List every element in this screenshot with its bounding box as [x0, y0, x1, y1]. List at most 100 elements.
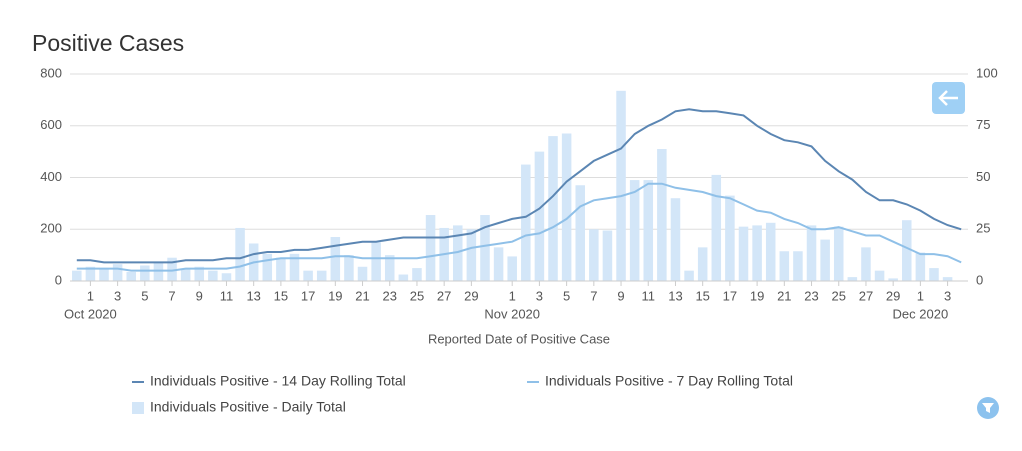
x-tick-label: 5	[141, 288, 148, 303]
x-tick-label: 21	[777, 288, 791, 303]
bar	[221, 273, 232, 281]
y-tick-label: 600	[40, 117, 62, 132]
bar	[820, 239, 830, 281]
x-tick-label: 5	[563, 288, 570, 303]
y-tick-label: 200	[40, 221, 62, 236]
x-tick-label: 11	[220, 288, 234, 303]
bar	[915, 252, 926, 281]
x-tick-label: 27	[859, 288, 873, 303]
x-tick-label: 19	[750, 288, 764, 303]
bar	[670, 198, 681, 281]
x-tick-label: 3	[114, 288, 121, 303]
line	[76, 182, 962, 272]
chart-title: Positive Cases	[32, 30, 184, 56]
x-tick-label: 1	[87, 288, 94, 303]
bar	[99, 269, 109, 281]
bar	[616, 90, 626, 281]
bar	[521, 164, 531, 281]
y-tick-label: 0	[55, 272, 62, 287]
bar	[643, 180, 654, 281]
bar	[412, 268, 422, 281]
x-tick-label: 1	[917, 288, 924, 303]
y2-tick-label: 100	[976, 65, 998, 80]
bar	[629, 180, 640, 281]
x-month-label: Nov 2020	[484, 306, 540, 321]
bar	[126, 271, 136, 281]
bar	[480, 215, 490, 281]
bar	[507, 256, 517, 281]
bar	[371, 242, 381, 281]
x-tick-label: 3	[944, 288, 951, 303]
bar	[684, 270, 694, 281]
bar	[493, 247, 504, 281]
bar	[72, 270, 82, 281]
bar	[861, 247, 871, 281]
legend-label: Individuals Positive - 7 Day Rolling Tot…	[545, 373, 793, 389]
x-axis-title: Reported Date of Positive Case	[428, 331, 610, 346]
x-tick-label: 7	[168, 288, 175, 303]
bar	[357, 266, 368, 281]
bar	[153, 262, 164, 281]
bar	[276, 257, 286, 281]
bar	[167, 257, 177, 281]
bar	[466, 229, 477, 281]
back-arrow[interactable]	[938, 90, 958, 106]
x-tick-label: 3	[536, 288, 543, 303]
x-tick-label: 11	[642, 288, 656, 303]
x-tick-label: 7	[590, 288, 597, 303]
x-tick-label: 19	[328, 288, 342, 303]
bar	[208, 270, 218, 281]
bar	[752, 225, 762, 281]
bar	[316, 270, 327, 281]
filter-icon[interactable]	[982, 403, 994, 413]
bar	[453, 225, 463, 281]
bar	[902, 220, 912, 281]
bar	[289, 253, 300, 281]
bar	[561, 133, 572, 281]
bar	[194, 266, 205, 281]
x-tick-label: 29	[464, 288, 478, 303]
bar	[602, 230, 613, 281]
bar	[112, 264, 123, 281]
bar	[874, 270, 885, 281]
bar	[180, 269, 191, 281]
x-month-label: Dec 2020	[893, 306, 949, 321]
x-tick-label: 9	[196, 288, 203, 303]
back-button[interactable]	[932, 82, 965, 114]
x-month-label: Oct 2020	[64, 306, 117, 321]
y2-tick-label: 75	[976, 117, 990, 132]
bar	[765, 222, 776, 281]
x-tick-label: 15	[274, 288, 288, 303]
bar	[589, 229, 599, 281]
legend-label: Individuals Positive - Daily Total	[150, 399, 346, 415]
bar	[398, 274, 409, 281]
bar	[303, 270, 313, 281]
bar	[711, 174, 722, 281]
bar	[806, 225, 817, 281]
bar	[847, 277, 858, 281]
x-tick-label: 21	[355, 288, 369, 303]
bar	[779, 251, 790, 281]
y-tick-label: 800	[40, 65, 62, 80]
bar	[534, 151, 545, 281]
x-tick-label: 23	[804, 288, 818, 303]
bar	[384, 255, 395, 281]
x-tick-label: 27	[437, 288, 451, 303]
bar	[725, 195, 735, 281]
x-tick-label: 29	[886, 288, 900, 303]
bar	[548, 136, 558, 281]
bar	[942, 277, 953, 281]
bar	[330, 237, 341, 281]
x-tick-label: 17	[723, 288, 737, 303]
bar	[833, 226, 844, 281]
x-tick-label: 15	[695, 288, 709, 303]
x-tick-label: 9	[617, 288, 624, 303]
x-tick-label: 17	[301, 288, 315, 303]
bar	[344, 255, 354, 281]
bar	[235, 227, 245, 281]
bar	[738, 226, 749, 281]
y2-tick-label: 50	[976, 169, 990, 184]
filter-button[interactable]	[977, 397, 999, 419]
